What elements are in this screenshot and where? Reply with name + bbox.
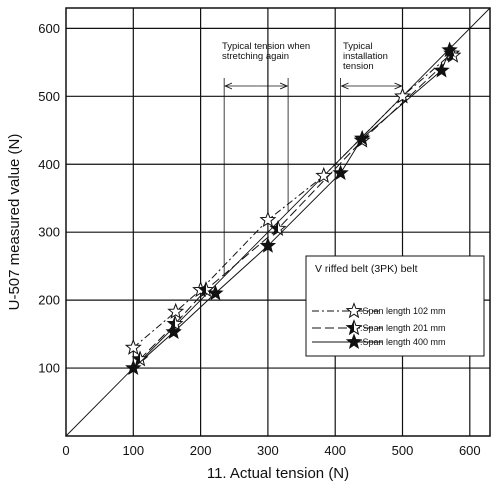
legend-box — [305, 255, 485, 357]
data-point-half-star — [345, 319, 363, 336]
series-layer — [124, 41, 462, 376]
legend-item: :Span length 400 mm — [312, 333, 446, 349]
data-point-filled-star — [433, 61, 450, 78]
data-point-open-star — [315, 166, 333, 184]
data-point-open-star — [124, 338, 142, 355]
annotation-text: Typical tension when — [222, 41, 310, 52]
x-tick-label: 200 — [190, 443, 212, 458]
annotation-text: tension — [343, 61, 374, 72]
x-tick-label: 400 — [324, 443, 346, 458]
y-tick-label: 300 — [38, 225, 60, 240]
y-axis-label: U-507 measured value (N) — [6, 134, 23, 311]
x-tick-label: 500 — [392, 443, 414, 458]
data-point-open-star — [394, 87, 411, 104]
data-point-filled-star — [353, 129, 371, 146]
data-point-filled-star — [125, 359, 142, 376]
legend-label: :Span length 201 mm — [360, 323, 446, 333]
data-point-filled-star — [207, 284, 224, 301]
legend-item: :Span length 102 mm — [312, 302, 446, 319]
y-tick-label: 100 — [38, 361, 60, 376]
x-tick-label: 100 — [122, 443, 144, 458]
x-axis-label: 11. Actual tension (N) — [207, 465, 349, 482]
legend: V riffed belt (3PK) belt :Span length 10… — [305, 255, 485, 357]
series-line — [132, 49, 451, 369]
series-filled-star — [125, 41, 458, 376]
plot-frame — [65, 7, 491, 437]
annotation-text: Typical — [343, 41, 373, 52]
y-tick-label: 400 — [38, 157, 60, 172]
annotation-text: installation — [343, 51, 388, 62]
data-point-half-star — [269, 219, 287, 236]
legend-items: :Span length 102 mm :Span length 201 mm :S… — [312, 302, 446, 349]
y-tick-label: 600 — [38, 21, 60, 36]
data-point-open-star — [259, 211, 277, 228]
data-point-filled-star — [259, 237, 277, 253]
data-point-open-star — [345, 302, 363, 319]
data-point-filled-star — [332, 164, 349, 181]
legend-title: V riffed belt (3PK) belt — [315, 263, 418, 275]
data-point-filled-star — [441, 41, 458, 58]
legend-label: :Span length 400 mm — [360, 337, 446, 347]
y-tick-label: 200 — [38, 293, 60, 308]
legend-item: :Span length 201 mm — [312, 319, 446, 336]
series-open-star — [124, 44, 461, 355]
tick-labels: 0 100 200 300 400 500 600 100 200 300 400 500 600 — [38, 21, 480, 458]
data-point-filled-star — [165, 323, 182, 340]
data-point-half-star — [197, 281, 215, 298]
data-point-open-star — [167, 302, 185, 319]
legend-label: :Span length 102 mm — [360, 306, 446, 316]
annotation-text: stretching again — [222, 51, 289, 62]
x-tick-label: 0 — [62, 443, 69, 458]
data-point-filled-star — [345, 333, 363, 349]
y-tick-label: 500 — [38, 89, 60, 104]
x-tick-label: 300 — [257, 443, 279, 458]
x-tick-label: 600 — [459, 443, 481, 458]
